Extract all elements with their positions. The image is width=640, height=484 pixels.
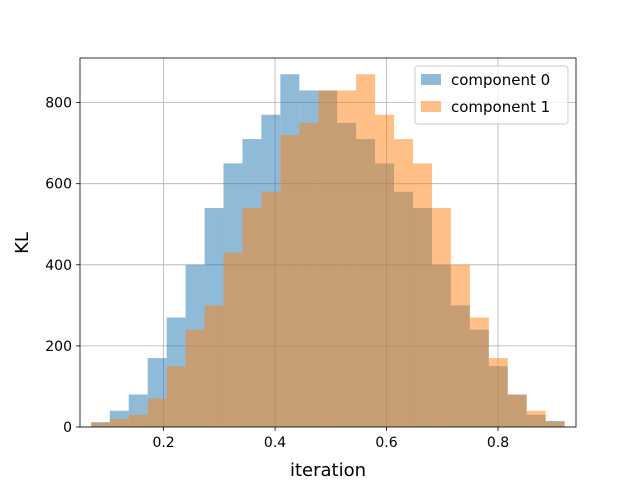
y-tick-label-3: 600 bbox=[45, 177, 72, 193]
histogram-bars bbox=[91, 74, 565, 428]
histogram-bar-component-1-bin-16 bbox=[394, 139, 413, 427]
histogram-bar-component-1-bin-17 bbox=[412, 163, 432, 427]
histogram-bar-component-1-bin-2 bbox=[128, 414, 148, 427]
y-tick-label-1: 200 bbox=[45, 339, 72, 355]
histogram-bar-component-1-bin-5 bbox=[185, 329, 205, 427]
histogram-bar-component-1-bin-7 bbox=[223, 252, 243, 427]
histogram-bar-component-1-bin-19 bbox=[450, 264, 470, 427]
histogram-bar-component-1-bin-3 bbox=[147, 398, 167, 427]
histogram-bar-component-1-bin-14 bbox=[356, 74, 376, 427]
histogram-bar-component-1-bin-6 bbox=[204, 305, 224, 427]
histogram-bar-component-1-bin-9 bbox=[261, 191, 281, 427]
legend-label-component-0: component 0 bbox=[451, 71, 550, 89]
histogram-bar-component-1-bin-22 bbox=[507, 394, 527, 427]
y-tick-label-0: 0 bbox=[63, 420, 72, 436]
legend-swatch-component-0 bbox=[421, 74, 441, 85]
legend: component 0 component 1 bbox=[414, 65, 569, 125]
y-tick-label-2: 400 bbox=[45, 258, 72, 274]
x-axis-ticks: 0.2 0.4 0.6 0.8 bbox=[152, 427, 509, 451]
x-tick-label-1: 0.4 bbox=[264, 435, 286, 451]
histogram-bar-component-1-bin-4 bbox=[166, 366, 186, 427]
x-tick-label-0: 0.2 bbox=[152, 435, 174, 451]
y-axis-label: KL bbox=[12, 232, 33, 254]
plot-frame bbox=[79, 57, 577, 428]
y-axis-ticks: 0 200 400 600 800 bbox=[45, 96, 80, 436]
histogram-bar-component-1-bin-24 bbox=[545, 422, 565, 427]
histogram-bar-component-1-bin-8 bbox=[242, 208, 262, 427]
histogram-bar-component-1-bin-1 bbox=[109, 418, 129, 427]
legend-frame bbox=[414, 65, 569, 125]
legend-label-component-1: component 1 bbox=[451, 98, 550, 116]
histogram-bar-component-1-bin-0 bbox=[91, 422, 110, 427]
histogram-bar-component-1-bin-18 bbox=[431, 208, 451, 427]
legend-swatch-component-1 bbox=[421, 101, 441, 112]
histogram-bar-component-1-bin-13 bbox=[337, 90, 357, 427]
histogram-bar-component-1-bin-10 bbox=[280, 135, 300, 428]
histogram-bar-component-1-bin-11 bbox=[299, 122, 319, 427]
histogram-bar-component-1-bin-23 bbox=[526, 410, 546, 427]
histogram-bar-component-1-bin-21 bbox=[488, 358, 508, 427]
x-tick-label-3: 0.8 bbox=[487, 435, 509, 451]
x-axis-label: iteration bbox=[290, 460, 366, 480]
histogram-bar-component-1-bin-12 bbox=[318, 90, 338, 427]
y-tick-label-4: 800 bbox=[45, 96, 72, 112]
histogram-bar-component-1-bin-15 bbox=[375, 114, 395, 428]
x-tick-label-2: 0.6 bbox=[375, 435, 397, 451]
histogram-bar-component-1-bin-20 bbox=[469, 317, 489, 427]
